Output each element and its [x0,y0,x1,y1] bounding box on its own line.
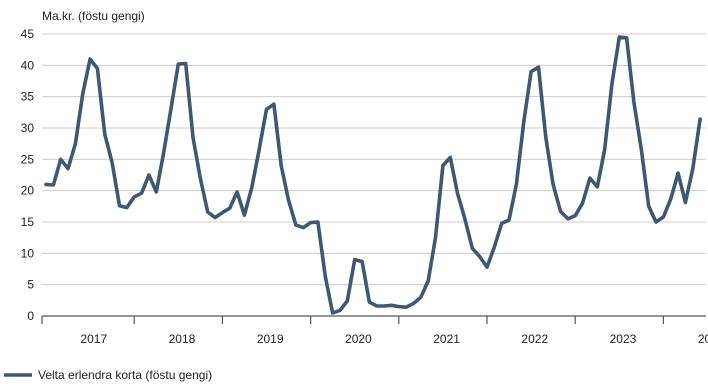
y-tick-label: 40 [21,58,35,72]
x-tick-label: 2017 [80,332,107,346]
x-tick-label: 2020 [345,332,372,346]
gridlines [42,33,706,286]
unit-label: Ma.kr. (föstu gengi) [42,9,145,23]
x-tick-label: 2021 [433,332,460,346]
x-axis [41,315,706,324]
series-layer [44,35,702,315]
y-tick-label: 45 [21,27,35,41]
x-tick-label: 2023 [610,332,637,346]
y-tick-label: 10 [21,246,35,260]
x-tick-labels: 2017 2018 2019 2020 2021 2022 2023 2024 [80,332,708,346]
x-tick-label: 2018 [169,332,196,346]
y-tick-label: 35 [21,90,35,104]
x-tick-label: 2024 [698,332,708,346]
y-tick-label: 15 [21,215,35,229]
x-tick-label: 2022 [521,332,548,346]
y-tick-label: 0 [27,309,34,323]
legend: Velta erlendra korta (föstu gengi) [4,368,212,382]
y-tick-label: 30 [21,121,35,135]
y-tick-label: 25 [21,152,35,166]
x-tick-label: 2019 [257,332,284,346]
y-tick-label: 20 [21,184,35,198]
y-tick-labels: 0 5 10 15 20 25 30 35 40 45 [21,27,35,323]
legend-label: Velta erlendra korta (föstu gengi) [38,368,212,382]
y-tick-label: 5 [27,278,34,292]
series-line [44,35,702,315]
